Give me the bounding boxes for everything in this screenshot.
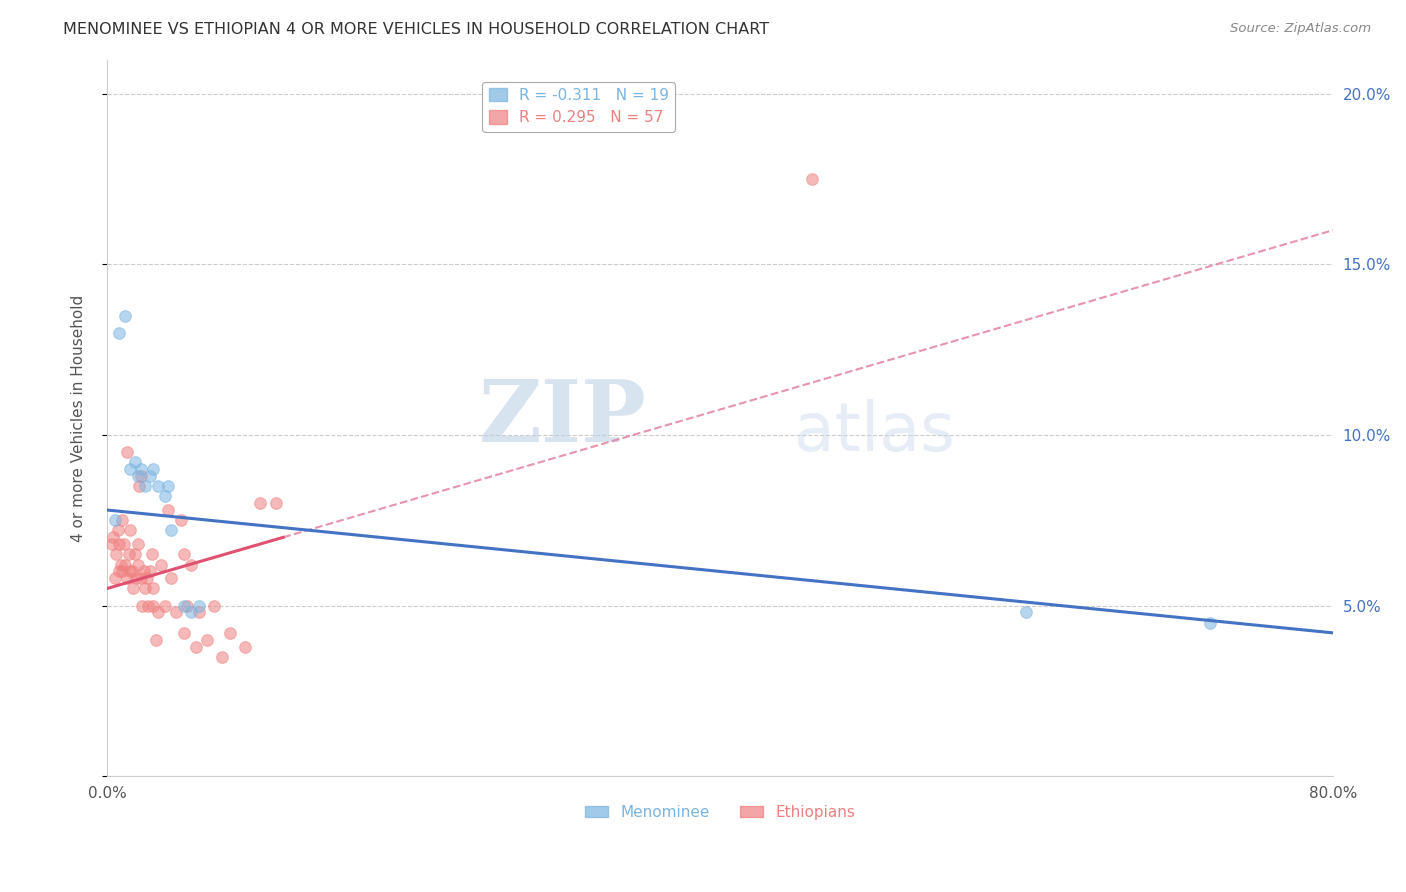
Point (142, 582, 165, 596)
Point (105, 547, 128, 561)
Point (160, 571, 183, 585)
Point (120, 462, 142, 476)
Point (146, 479, 169, 493)
Point (134, 582, 156, 596)
Y-axis label: 4 or more Vehicles in Household: 4 or more Vehicles in Household (72, 294, 86, 541)
Point (149, 558, 172, 572)
Point (132, 565, 155, 579)
Point (110, 558, 132, 572)
Point (111, 565, 134, 579)
Point (134, 479, 156, 493)
Point (202, 599, 225, 613)
Point (218, 625, 240, 640)
Point (188, 606, 211, 620)
Point (115, 445, 138, 459)
Point (129, 469, 152, 483)
Point (169, 513, 191, 527)
Point (264, 496, 287, 510)
Point (128, 479, 150, 493)
Point (155, 599, 177, 613)
Point (180, 606, 202, 620)
Point (115, 571, 138, 585)
Point (1015, 606, 1038, 620)
Point (160, 524, 183, 538)
Point (121, 565, 143, 579)
Point (155, 489, 177, 503)
Point (195, 632, 218, 647)
Point (104, 513, 127, 527)
Point (139, 565, 162, 579)
Point (108, 326, 131, 340)
Point (120, 524, 142, 538)
Point (146, 606, 169, 620)
Point (184, 640, 207, 654)
Point (117, 547, 139, 561)
Point (173, 599, 195, 613)
Point (1199, 615, 1222, 630)
Point (145, 632, 167, 647)
Point (122, 582, 145, 596)
Text: atlas: atlas (793, 400, 955, 466)
Point (114, 309, 136, 323)
Point (211, 649, 233, 664)
Point (135, 571, 157, 585)
Point (138, 599, 160, 613)
Text: Source: ZipAtlas.com: Source: ZipAtlas.com (1230, 22, 1371, 36)
Legend: Menominee, Ethiopians: Menominee, Ethiopians (579, 798, 860, 826)
Point (157, 503, 180, 517)
Point (157, 479, 180, 493)
Point (249, 496, 271, 510)
Point (142, 599, 165, 613)
Text: MENOMINEE VS ETHIOPIAN 4 OR MORE VEHICLES IN HOUSEHOLD CORRELATION CHART: MENOMINEE VS ETHIOPIAN 4 OR MORE VEHICLE… (63, 22, 769, 37)
Point (188, 599, 211, 613)
Point (129, 462, 152, 476)
Point (180, 558, 202, 572)
Point (127, 537, 149, 551)
Point (111, 513, 134, 527)
Point (173, 625, 195, 640)
Point (120, 565, 142, 579)
Point (176, 599, 198, 613)
Point (103, 530, 125, 544)
Point (107, 524, 129, 538)
Point (100, 537, 122, 551)
Point (112, 537, 135, 551)
Point (108, 537, 131, 551)
Point (124, 547, 146, 561)
Point (173, 547, 195, 561)
Point (127, 469, 149, 483)
Point (139, 469, 162, 483)
Point (114, 558, 136, 572)
Point (142, 462, 165, 476)
Point (129, 571, 152, 585)
Point (104, 571, 127, 585)
Point (108, 565, 131, 579)
Point (165, 606, 187, 620)
Point (124, 455, 146, 469)
Point (125, 571, 148, 585)
Point (127, 558, 149, 572)
Point (233, 640, 256, 654)
Point (141, 547, 163, 561)
Text: ZIP: ZIP (478, 376, 647, 460)
Point (800, 172, 823, 186)
Point (131, 599, 153, 613)
